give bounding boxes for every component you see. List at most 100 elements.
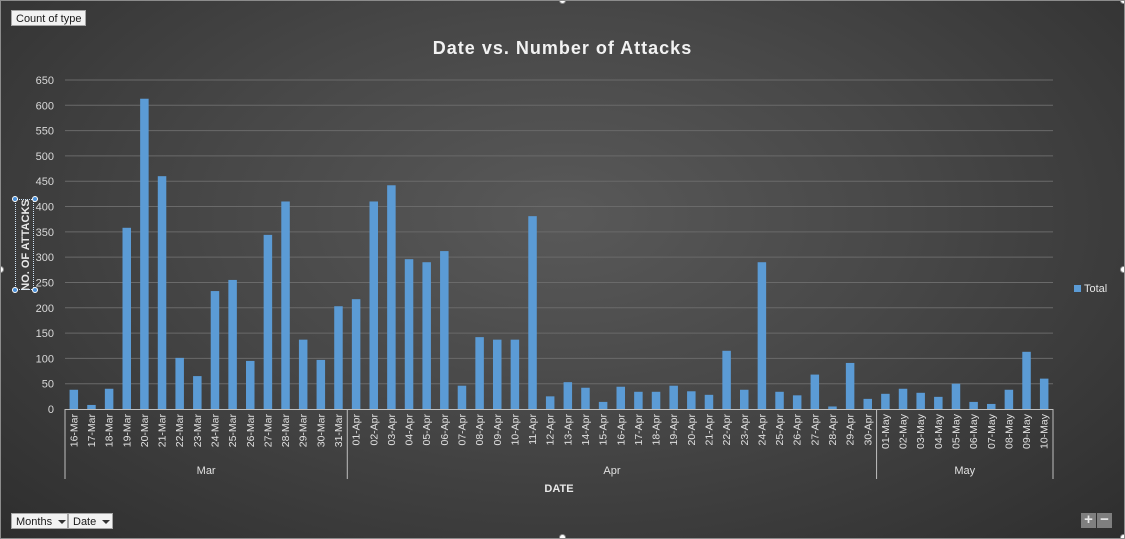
bar[interactable] [475, 337, 484, 409]
resize-handle-bottom-right[interactable] [1120, 534, 1124, 538]
bar[interactable] [792, 395, 802, 409]
bar[interactable] [228, 279, 237, 409]
bar[interactable] [175, 357, 184, 409]
bar[interactable] [457, 385, 467, 409]
date-field-label: Date [73, 516, 97, 528]
bar[interactable] [616, 386, 626, 409]
bar[interactable] [69, 389, 79, 409]
x-tick-label: 18-Apr [651, 413, 663, 445]
x-tick-label: 05-May [950, 413, 962, 449]
legend[interactable]: Total [1074, 283, 1107, 295]
bar[interactable] [545, 396, 555, 409]
bar[interactable] [951, 383, 961, 409]
bar[interactable] [775, 391, 784, 409]
x-tick-label: 05-Apr [421, 413, 433, 445]
bar[interactable] [440, 251, 449, 409]
bar[interactable] [722, 350, 731, 409]
collapse-field-button[interactable]: − [1097, 512, 1112, 528]
bar[interactable] [863, 398, 873, 409]
y-title-handle[interactable] [12, 287, 18, 293]
x-tick-label: 03-Apr [386, 413, 398, 445]
bar[interactable] [422, 262, 431, 409]
x-tick-label: 07-May [986, 413, 998, 449]
bar[interactable] [246, 360, 255, 409]
bar[interactable] [122, 227, 132, 409]
x-tick-label: 31-Mar [333, 414, 345, 448]
x-tick-label: 19-Apr [668, 413, 680, 445]
x-tick-label: 04-May [933, 413, 945, 449]
y-title-handle[interactable] [32, 287, 38, 293]
bar[interactable] [1004, 389, 1014, 409]
x-tick-label: 30-Apr [862, 413, 874, 445]
y-axis-title[interactable]: NO. OF ATTACKS [20, 199, 32, 290]
bar[interactable] [510, 339, 520, 409]
expand-field-button[interactable]: + [1081, 512, 1096, 528]
bar[interactable] [687, 391, 696, 409]
y-tick-label: 450 [36, 176, 54, 188]
y-title-handle[interactable] [12, 196, 18, 202]
bar[interactable] [969, 401, 978, 409]
bar[interactable] [104, 388, 114, 409]
y-tick-label: 150 [36, 328, 54, 340]
x-tick-label: 16-Mar [68, 414, 80, 448]
bar[interactable] [651, 391, 661, 409]
x-tick-label: 16-Apr [615, 413, 627, 445]
x-tick-label: 03-May [915, 413, 927, 449]
bar[interactable] [881, 393, 890, 409]
bar[interactable] [987, 403, 996, 409]
bar[interactable] [87, 404, 96, 409]
y-axis-title-selection[interactable] [15, 199, 34, 290]
bar[interactable] [598, 401, 608, 409]
bar[interactable] [810, 374, 820, 409]
bar[interactable] [581, 387, 590, 409]
x-tick-label: 14-Apr [580, 413, 592, 445]
y-tick-label: 350 [36, 227, 54, 239]
bar[interactable] [1039, 378, 1049, 409]
bar[interactable] [669, 385, 678, 409]
bar[interactable] [845, 362, 855, 409]
bar[interactable] [740, 389, 749, 409]
bar[interactable] [157, 176, 167, 409]
bar[interactable] [263, 234, 273, 409]
bar[interactable] [351, 299, 361, 409]
month-group-label: Mar [197, 465, 216, 477]
bar[interactable] [193, 376, 202, 409]
bar[interactable] [528, 216, 537, 409]
bar[interactable] [634, 391, 643, 409]
bar[interactable] [704, 394, 714, 409]
resize-handle-top-right[interactable] [1120, 1, 1124, 4]
x-tick-label: 17-Apr [633, 413, 645, 445]
bar[interactable] [369, 201, 379, 409]
bar[interactable] [404, 259, 414, 409]
bar[interactable] [316, 359, 326, 409]
x-axis-title: DATE [544, 483, 573, 495]
x-tick-label: 29-Apr [845, 413, 857, 445]
value-field-button[interactable]: Count of type [11, 10, 87, 26]
bar[interactable] [1022, 351, 1031, 409]
bar[interactable] [916, 392, 925, 409]
bar[interactable] [493, 339, 502, 409]
x-tick-label: 08-May [1003, 413, 1015, 449]
date-field-button[interactable]: Date [68, 513, 113, 529]
bar[interactable] [898, 388, 908, 409]
x-tick-label: 01-Apr [351, 413, 363, 445]
bar[interactable] [828, 406, 837, 409]
bar[interactable] [934, 396, 943, 409]
months-field-button[interactable]: Months [11, 513, 68, 529]
y-tick-label: 600 [36, 100, 54, 112]
resize-handle-bottom[interactable] [559, 534, 566, 538]
resize-handle-right[interactable] [1120, 266, 1124, 273]
y-title-handle[interactable] [32, 196, 38, 202]
bar[interactable] [281, 201, 290, 409]
x-tick-label: 27-Mar [262, 414, 274, 448]
bar[interactable] [210, 291, 220, 409]
bar[interactable] [334, 306, 343, 409]
bar[interactable] [298, 339, 308, 409]
dropdown-arrow-icon [102, 520, 111, 525]
bar[interactable] [140, 98, 149, 409]
bar[interactable] [757, 262, 767, 409]
bar[interactable] [387, 185, 396, 409]
bar[interactable] [563, 382, 573, 409]
x-tick-label: 09-Apr [492, 413, 504, 445]
